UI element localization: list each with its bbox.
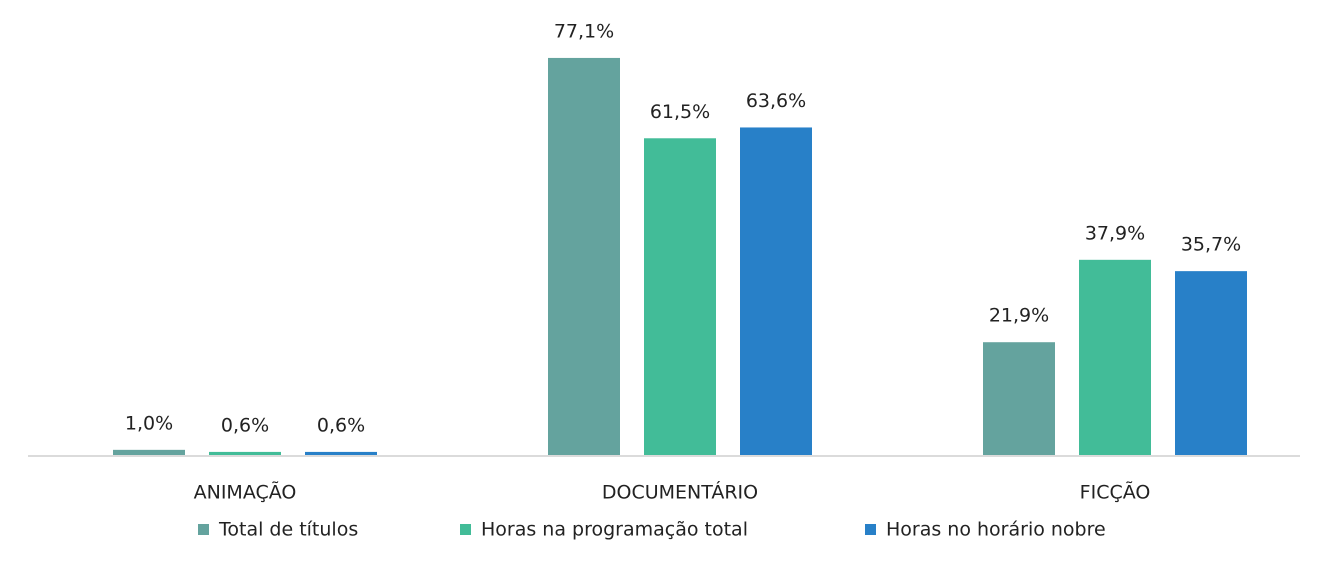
bar (644, 138, 716, 455)
legend-label: Total de títulos (218, 519, 358, 541)
bar (209, 451, 281, 455)
data-label: 1,0% (125, 412, 173, 434)
legend-swatch (460, 524, 471, 535)
data-label: 37,9% (1085, 222, 1145, 244)
bar (983, 342, 1055, 455)
bar (740, 127, 812, 456)
data-label: 61,5% (650, 101, 710, 123)
x-tick-label: FICÇÃO (1080, 481, 1151, 504)
data-label: 21,9% (989, 305, 1049, 327)
bar (113, 449, 185, 455)
data-label: 77,1% (554, 20, 614, 42)
bar (1175, 271, 1247, 455)
x-tick-label: ANIMAÇÃO (194, 481, 297, 504)
bar (305, 451, 377, 455)
data-label: 0,6% (317, 414, 365, 436)
data-label: 0,6% (221, 414, 269, 436)
legend-swatch (865, 524, 876, 535)
legend-swatch (198, 524, 209, 535)
bar (1079, 259, 1151, 455)
legend-label: Horas no horário nobre (886, 519, 1106, 541)
bar (548, 57, 620, 456)
legend-label: Horas na programação total (481, 519, 748, 541)
data-label: 35,7% (1181, 234, 1241, 256)
data-label: 63,6% (746, 90, 806, 112)
x-tick-label: DOCUMENTÁRIO (602, 481, 758, 504)
